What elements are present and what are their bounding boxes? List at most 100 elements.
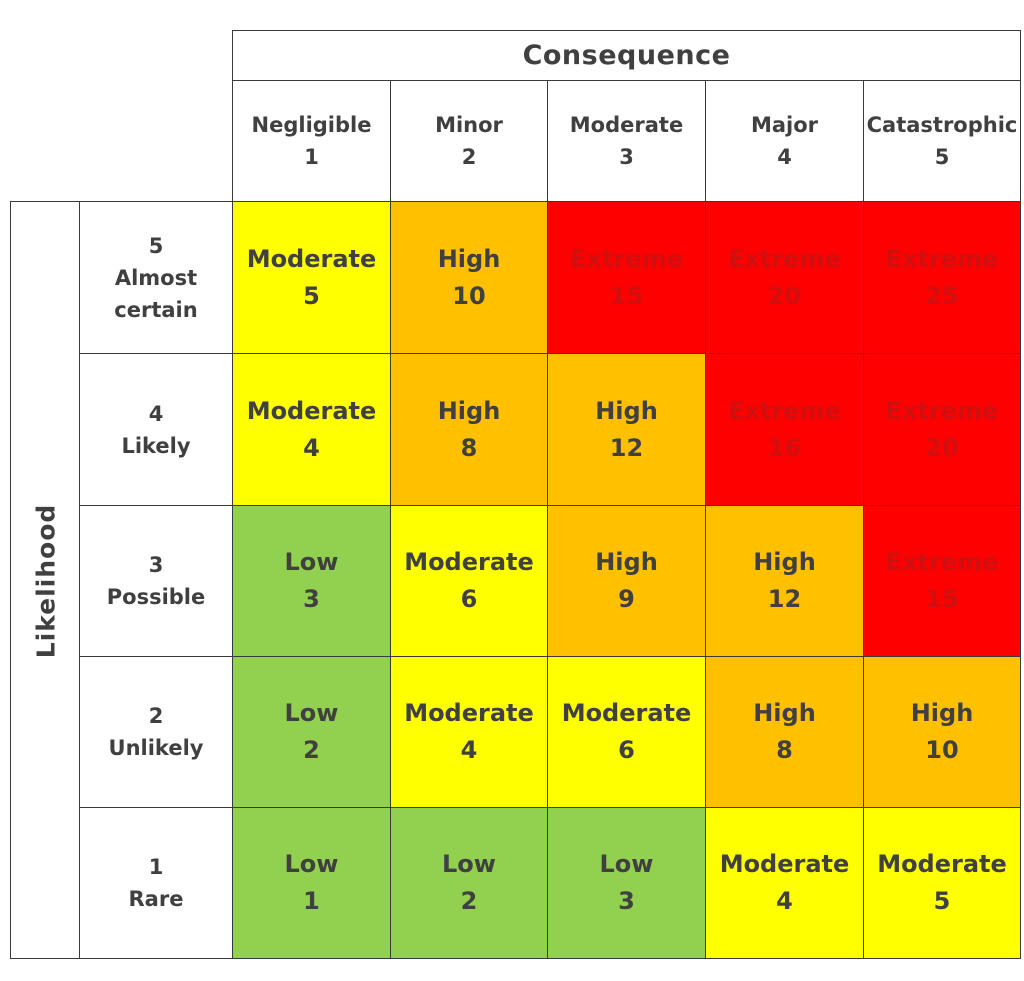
risk-rating: High: [595, 548, 658, 576]
risk-rating: Moderate: [246, 396, 377, 425]
risk-score: 10: [452, 281, 486, 310]
risk-cell-3-4: High 12: [705, 505, 864, 657]
likelihood-header-2: 2 Unlikely: [79, 656, 233, 808]
risk-cell-3-1: Low 3: [232, 505, 391, 657]
risk-score: 2: [460, 887, 478, 915]
risk-score: 8: [460, 433, 478, 462]
risk-rating: Moderate: [404, 699, 534, 727]
consequence-label: Minor: [435, 113, 503, 137]
likelihood-value: 2: [148, 704, 164, 728]
likelihood-header-1: 1 Rare: [79, 807, 233, 959]
risk-rating: Extreme: [728, 396, 841, 425]
consequence-header-4: Major 4: [705, 80, 864, 202]
consequence-label: Negligible: [251, 113, 372, 137]
risk-cell-4-3: High 12: [547, 353, 706, 506]
likelihood-header-3: 3 Possible: [79, 505, 233, 657]
risk-rating: High: [910, 699, 974, 727]
risk-cell-5-3: Extreme 15: [547, 201, 706, 354]
risk-rating: Low: [442, 850, 496, 878]
risk-cell-1-1: Low 1: [232, 807, 391, 959]
risk-cell-2-2: Moderate 4: [390, 656, 548, 808]
risk-rating: Extreme: [885, 396, 999, 425]
likelihood-title: Likelihood: [31, 503, 60, 658]
likelihood-label: Unlikely: [108, 736, 204, 760]
risk-cell-2-3: Moderate 6: [547, 656, 706, 808]
risk-cell-5-5: Extreme 25: [863, 201, 1021, 354]
likelihood-label: Almost: [114, 265, 198, 290]
consequence-value: 4: [777, 145, 792, 169]
risk-score: 12: [609, 433, 644, 462]
risk-rating: Low: [284, 850, 339, 878]
risk-score: 8: [776, 736, 793, 764]
consequence-label: Major: [750, 113, 819, 137]
risk-rating: Extreme: [885, 244, 999, 273]
risk-rating: Moderate: [561, 699, 692, 727]
risk-score: 10: [925, 736, 959, 764]
consequence-header-2: Minor 2: [390, 80, 548, 202]
risk-cell-4-2: High 8: [390, 353, 548, 506]
risk-cell-2-5: High 10: [863, 656, 1021, 808]
risk-rating: Moderate: [246, 244, 377, 273]
risk-score: 6: [460, 585, 478, 613]
risk-rating: Moderate: [719, 850, 850, 878]
consequence-header-5: Catastrophic 5: [863, 80, 1021, 202]
risk-cell-5-1: Moderate 5: [232, 201, 391, 354]
risk-rating: High: [595, 396, 658, 425]
risk-cell-1-5: Moderate 5: [863, 807, 1021, 959]
risk-rating: Moderate: [404, 548, 534, 576]
consequence-header-3: Moderate 3: [547, 80, 706, 202]
likelihood-value: 5: [148, 233, 164, 258]
risk-rating: High: [437, 396, 501, 425]
risk-cell-1-2: Low 2: [390, 807, 548, 959]
risk-score: 6: [618, 736, 635, 764]
likelihood-value: 1: [148, 855, 164, 879]
risk-score: 3: [303, 585, 320, 613]
risk-score: 25: [925, 281, 959, 310]
likelihood-header-4: 4 Likely: [79, 353, 233, 506]
likelihood-header-5: 5 Almost certain: [79, 201, 233, 354]
risk-cell-4-4: Extreme 16: [705, 353, 864, 506]
risk-score: 12: [767, 585, 802, 613]
risk-score: 4: [303, 433, 320, 462]
likelihood-title-cell: Likelihood: [10, 201, 80, 959]
consequence-value: 5: [934, 145, 950, 169]
risk-rating: High: [437, 244, 501, 273]
risk-score: 2: [303, 736, 320, 764]
risk-cell-1-4: Moderate 4: [705, 807, 864, 959]
risk-rating: Extreme: [570, 244, 683, 273]
risk-cell-2-4: High 8: [705, 656, 864, 808]
likelihood-label: Possible: [106, 585, 206, 609]
risk-cell-4-1: Moderate 4: [232, 353, 391, 506]
risk-score: 3: [618, 887, 635, 915]
risk-rating: Moderate: [877, 850, 1007, 878]
likelihood-label: certain: [114, 297, 198, 322]
consequence-value: 3: [619, 145, 634, 169]
risk-score: 15: [925, 585, 959, 613]
risk-rating: High: [753, 699, 816, 727]
risk-rating: Low: [284, 548, 339, 576]
risk-cell-3-2: Moderate 6: [390, 505, 548, 657]
consequence-label: Moderate: [569, 113, 684, 137]
risk-cell-4-5: Extreme 20: [863, 353, 1021, 506]
consequence-value: 2: [461, 145, 477, 169]
risk-cell-5-4: Extreme 20: [705, 201, 864, 354]
risk-score: 5: [933, 887, 951, 915]
risk-score: 15: [609, 281, 644, 310]
risk-score: 5: [303, 281, 320, 310]
risk-rating: Low: [599, 850, 654, 878]
risk-cell-3-3: High 9: [547, 505, 706, 657]
consequence-title-cell: Consequence: [232, 30, 1021, 81]
risk-score: 9: [618, 585, 635, 613]
risk-rating: High: [753, 548, 816, 576]
likelihood-label: Rare: [128, 887, 184, 911]
risk-rating: Extreme: [885, 548, 999, 576]
risk-score: 16: [767, 433, 802, 462]
consequence-value: 1: [304, 145, 319, 169]
consequence-label: Catastrophic: [866, 113, 1018, 137]
risk-rating: Low: [284, 699, 339, 727]
risk-score: 20: [767, 281, 802, 310]
risk-rating: Extreme: [728, 244, 841, 273]
risk-score: 4: [776, 887, 793, 915]
likelihood-label: Likely: [121, 433, 191, 458]
risk-cell-3-5: Extreme 15: [863, 505, 1021, 657]
